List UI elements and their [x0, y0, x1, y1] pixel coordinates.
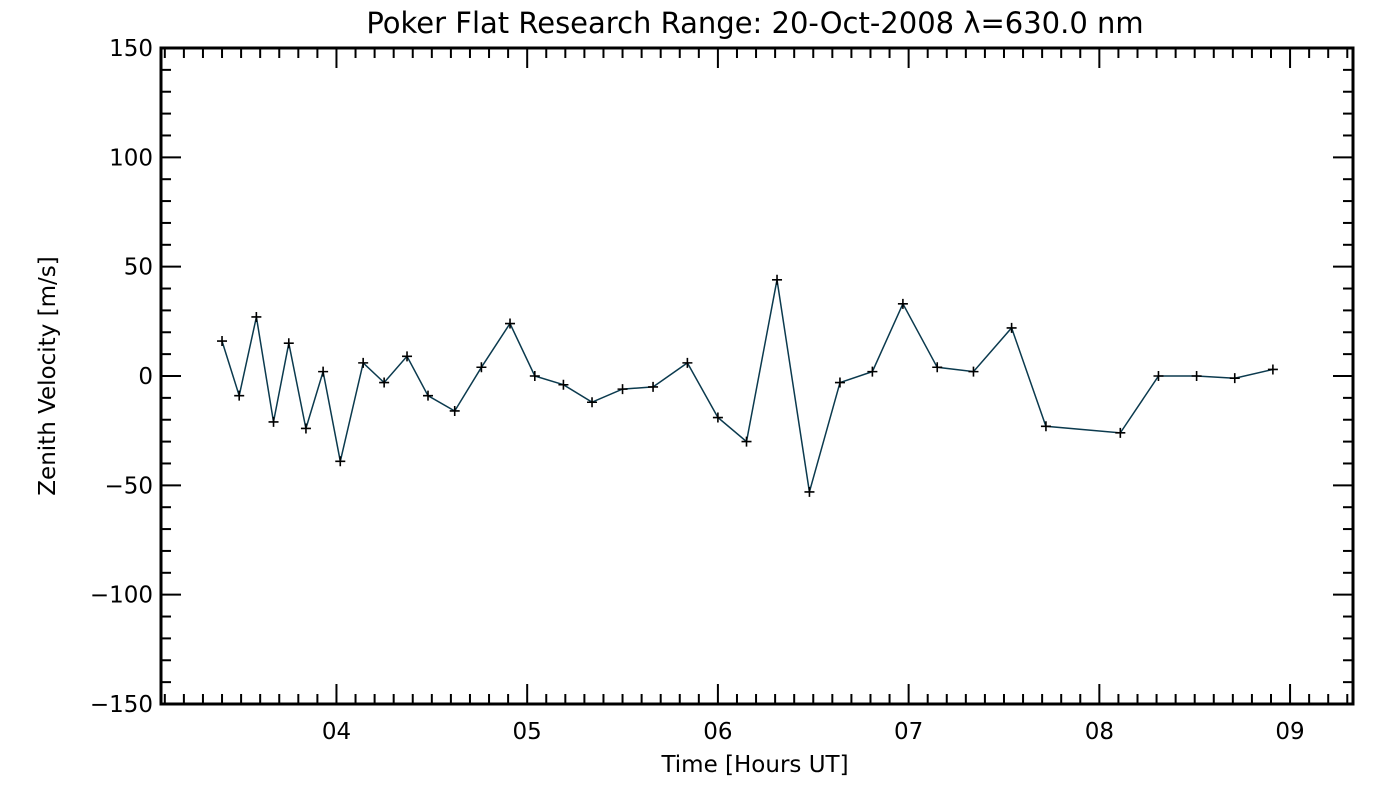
- x-axis-label: Time [Hours UT]: [660, 752, 848, 778]
- data-point: [867, 366, 878, 377]
- data-point: [804, 486, 815, 497]
- y-tick-label: −150: [90, 692, 153, 718]
- data-point: [1040, 421, 1051, 432]
- data-point: [558, 379, 569, 390]
- data-point: [402, 351, 413, 362]
- x-tick-label: 06: [703, 719, 732, 745]
- x-tick-label: 09: [1275, 719, 1304, 745]
- data-point: [968, 366, 979, 377]
- series-line: [221, 279, 1274, 493]
- x-tick-label: 08: [1085, 719, 1114, 745]
- series-group: [217, 274, 1278, 497]
- data-point: [268, 416, 279, 427]
- data-point: [772, 274, 783, 285]
- y-tick-label: 0: [138, 364, 153, 390]
- data-point: [234, 390, 245, 401]
- data-point: [897, 298, 908, 309]
- data-point: [1229, 373, 1240, 384]
- data-point: [283, 338, 294, 349]
- data-point: [449, 405, 460, 416]
- data-point: [379, 377, 390, 388]
- data-point: [682, 357, 693, 368]
- data-point: [318, 366, 329, 377]
- y-axis-label: Zenith Velocity [m/s]: [35, 256, 61, 495]
- x-tick-label: 04: [322, 719, 351, 745]
- data-point: [251, 311, 262, 322]
- x-tick-label: 07: [894, 719, 923, 745]
- y-tick-label: 150: [109, 36, 153, 62]
- y-tick-label: −100: [90, 583, 153, 609]
- data-point: [1191, 371, 1202, 381]
- data-point: [1006, 322, 1017, 333]
- data-point: [505, 318, 516, 329]
- data-point: [529, 371, 540, 381]
- data-point: [1153, 371, 1164, 381]
- data-point: [476, 362, 487, 373]
- data-point: [358, 357, 369, 368]
- data-point: [217, 336, 228, 347]
- chart-title: Poker Flat Research Range: 20-Oct-2008 λ…: [366, 6, 1143, 40]
- x-tick-label: 05: [513, 719, 542, 745]
- data-point: [587, 397, 598, 408]
- y-tick-label: 100: [109, 145, 153, 171]
- y-tick-label: −50: [104, 473, 153, 499]
- data-point: [1267, 364, 1278, 375]
- data-point: [741, 436, 752, 447]
- data-point: [335, 456, 346, 467]
- data-point: [300, 423, 311, 434]
- x-axis-ticks: 04 05 06 07 08 09: [163, 48, 1349, 745]
- data-point: [932, 362, 943, 373]
- y-axis-ticks: 150 100 50 0 −50 −100 −150: [90, 36, 1353, 718]
- data-point: [648, 381, 659, 392]
- data-point: [1115, 427, 1126, 438]
- data-point: [834, 377, 845, 388]
- y-tick-label: 50: [124, 255, 153, 281]
- data-point: [423, 390, 434, 401]
- data-point: [712, 412, 723, 423]
- data-point: [617, 384, 628, 395]
